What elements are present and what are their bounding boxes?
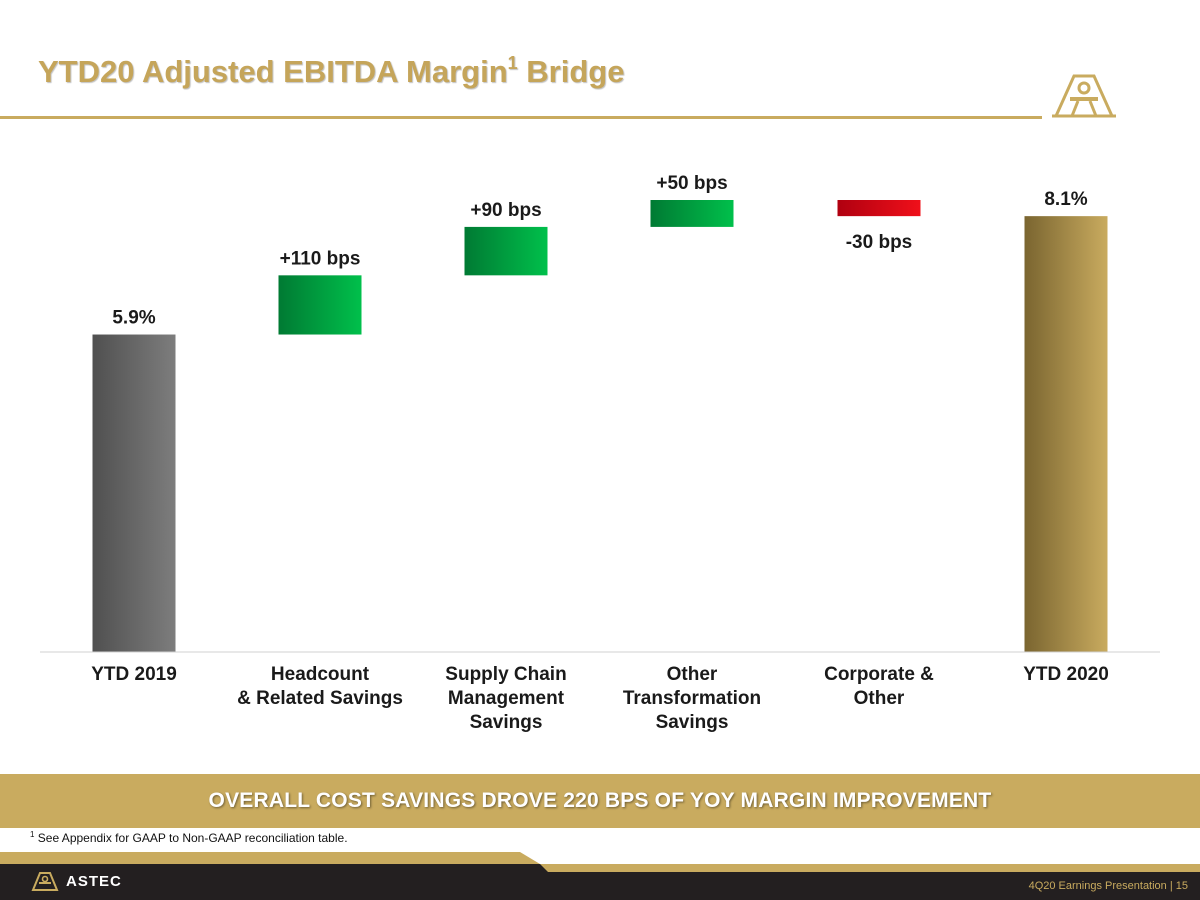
category-label-3: Supply Chain Management Savings	[406, 663, 606, 735]
banner-text: OVERALL COST SAVINGS DROVE 220 BPS OF YO…	[208, 789, 992, 812]
category-label-6: YTD 2020	[966, 663, 1166, 687]
value-label-2: +110 bps	[280, 248, 361, 269]
slide-title-end: Bridge	[517, 54, 625, 89]
category-label-4: Other Transformation Savings	[592, 663, 792, 735]
bar-3	[464, 226, 548, 276]
bar-4	[650, 200, 734, 227]
bar-5	[837, 200, 921, 217]
category-label-5: Corporate & Other	[779, 663, 979, 711]
page-info: 4Q20 Earnings Presentation | 15	[1028, 880, 1188, 892]
slide-title: YTD20 Adjusted EBITDA Margin1 Bridge	[38, 52, 625, 90]
bar-2	[278, 275, 362, 335]
footer-band	[0, 852, 1200, 900]
footer-brand-name: ASTEC	[66, 872, 122, 890]
category-label-line: YTD 2019	[91, 664, 177, 685]
footnote-marker: 1	[30, 830, 35, 839]
waterfall-chart: 5.9% +110 bps +90 bps +50 bps -30 bps 8.1%	[40, 173, 1160, 653]
footer-brand: ASTEC	[30, 870, 122, 892]
footnote: 1 See Appendix for GAAP to Non-GAAP reco…	[30, 830, 348, 845]
value-label-5: -30 bps	[846, 232, 913, 253]
conclusion-banner: OVERALL COST SAVINGS DROVE 220 BPS OF YO…	[0, 774, 1200, 828]
title-rule	[0, 116, 1042, 119]
value-label-4: +50 bps	[656, 173, 727, 194]
bar-6	[1024, 216, 1108, 652]
value-label-3: +90 bps	[470, 200, 541, 221]
category-label-line: Other	[666, 664, 718, 685]
title-footnote-marker: 1	[507, 52, 518, 73]
category-label-line: Savings	[655, 712, 729, 733]
category-label-1: YTD 2019	[34, 663, 234, 687]
slide-title-text: YTD20 Adjusted EBITDA Margin	[38, 54, 508, 89]
category-label-line: Headcount	[270, 664, 370, 685]
category-label-line: Corporate &	[824, 664, 934, 685]
footnote-text: See Appendix for GAAP to Non-GAAP reconc…	[34, 831, 348, 845]
astec-logo-icon	[1052, 74, 1116, 118]
category-label-2: Headcount & Related Savings	[220, 663, 420, 711]
category-label-line: Savings	[469, 712, 543, 733]
category-label-line: & Related Savings	[237, 688, 403, 709]
category-label-line: Other	[853, 688, 905, 709]
bar-1	[92, 334, 176, 652]
astec-footer-logo-icon	[31, 872, 59, 891]
category-label-line: Management	[447, 688, 565, 709]
value-label-1: 5.9%	[112, 308, 155, 329]
category-label-line: Supply Chain	[445, 664, 567, 685]
category-label-line: Transformation	[622, 688, 762, 709]
value-label-6: 8.1%	[1044, 189, 1087, 210]
category-label-line: YTD 2020	[1023, 664, 1109, 685]
